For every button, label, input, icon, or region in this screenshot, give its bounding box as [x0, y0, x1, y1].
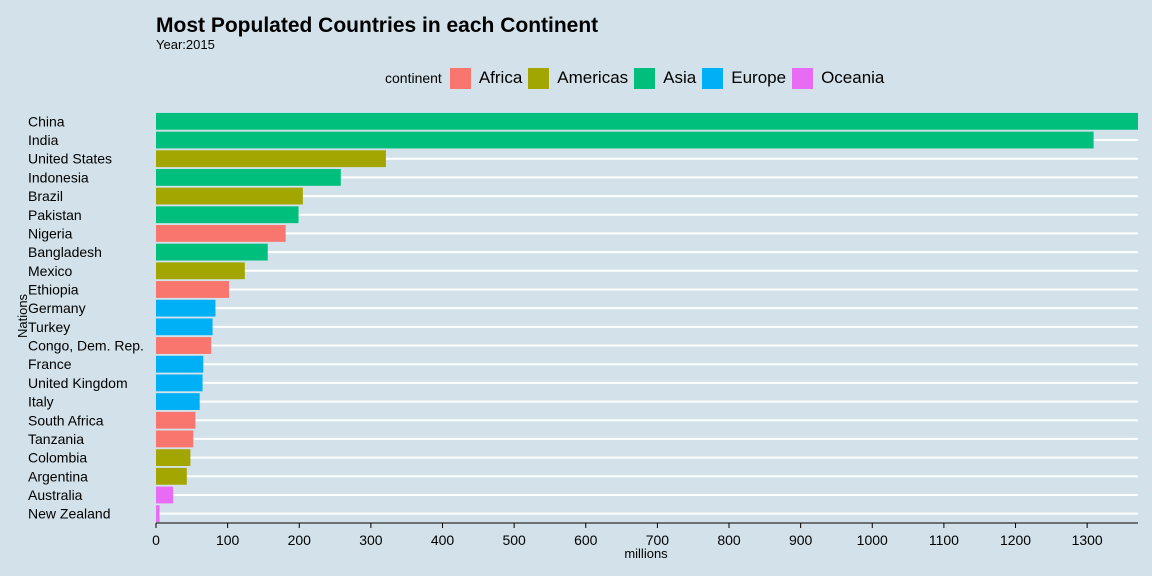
bar-nigeria	[156, 225, 286, 242]
bar-indonesia	[156, 168, 341, 186]
legend-swatch-oceania	[792, 67, 814, 89]
bar-mexico	[156, 262, 245, 280]
legend: continent Africa Americas Asia Europe Oc…	[385, 66, 890, 90]
legend-swatch-africa	[449, 67, 471, 89]
y-tick-label: India	[28, 132, 59, 148]
y-tick-label: South Africa	[28, 412, 104, 428]
y-tick-label: France	[28, 356, 72, 372]
x-tick-label: 700	[646, 532, 670, 548]
x-tick-label: 1200	[1000, 532, 1031, 548]
x-tick-label: 500	[502, 532, 526, 548]
bar-france	[156, 355, 204, 373]
x-tick-label: 0	[152, 532, 160, 548]
legend-item-europe: Europe	[702, 67, 787, 89]
bar-china	[156, 112, 1138, 130]
y-tick-label: United Kingdom	[28, 375, 128, 391]
y-tick-label: New Zealand	[28, 506, 111, 522]
bar-india	[156, 131, 1094, 149]
x-tick-label: 600	[574, 532, 598, 548]
y-tick-label: China	[28, 113, 65, 129]
y-tick-label: Argentina	[28, 468, 88, 484]
bar-south-africa	[156, 411, 196, 429]
bar-turkey	[156, 318, 213, 336]
legend-item-oceania: Oceania	[792, 67, 885, 89]
chart-subtitle: Year:2015	[156, 37, 215, 52]
x-axis: 0 100 200 300 400 500 600 700 800 900 1000 1100 1200…	[152, 522, 1138, 548]
y-tick-label: United States	[28, 151, 112, 167]
legend-swatch-americas	[528, 67, 550, 89]
bar-new-zealand	[156, 505, 160, 523]
bar-italy	[156, 393, 200, 410]
y-tick-label: Tanzania	[28, 431, 84, 447]
legend-label-europe: Europe	[731, 68, 787, 87]
legend-title: continent	[385, 70, 442, 86]
legend-swatch-europe	[702, 67, 724, 89]
y-tick-label: Mexico	[28, 263, 73, 279]
bars	[156, 112, 1138, 523]
bar-brazil	[156, 187, 303, 205]
legend-label-americas: Americas	[557, 68, 629, 87]
x-tick-label: 800	[717, 532, 741, 548]
legend-item-asia: Asia	[634, 67, 697, 89]
x-tick-label: 1100	[929, 532, 959, 548]
y-axis-label: Nations	[15, 293, 30, 338]
bar-germany	[156, 299, 216, 317]
y-tick-label: Australia	[28, 487, 83, 503]
bar-united-states	[156, 150, 386, 168]
y-tick-label: Colombia	[28, 450, 87, 466]
legend-label-asia: Asia	[663, 68, 697, 87]
chart-title: Most Populated Countries in each Contine…	[156, 14, 599, 37]
y-tick-label: Indonesia	[28, 169, 89, 185]
y-tick-label: Ethiopia	[28, 281, 79, 297]
y-tick-labels: China India United States Indonesia Brazil Pa…	[28, 113, 144, 521]
x-tick-label: 400	[431, 532, 455, 548]
legend-label-africa: Africa	[478, 68, 523, 87]
legend-label-oceania: Oceania	[821, 68, 885, 87]
y-tick-label: Turkey	[28, 319, 70, 335]
bar-congo-dem-rep	[156, 337, 212, 354]
bar-colombia	[156, 449, 191, 467]
bar-pakistan	[156, 206, 299, 224]
x-tick-label: 300	[359, 532, 383, 548]
legend-swatch-asia	[634, 67, 656, 89]
bar-united-kingdom	[156, 374, 203, 392]
legend-item-americas: Americas	[528, 67, 629, 89]
x-tick-label: 1300	[1072, 532, 1103, 548]
y-tick-label: Bangladesh	[28, 244, 102, 260]
y-tick-label: Italy	[28, 394, 54, 410]
x-axis-label: millions	[624, 546, 668, 561]
bar-bangladesh	[156, 243, 268, 261]
bar-argentina	[156, 467, 187, 485]
bar-australia	[156, 486, 174, 504]
legend-item-africa: Africa	[449, 67, 523, 89]
x-tick-label: 200	[288, 532, 312, 548]
y-tick-label: Nigeria	[28, 225, 73, 241]
x-tick-label: 100	[216, 532, 240, 548]
x-tick-label: 900	[789, 532, 813, 548]
y-tick-label: Congo, Dem. Rep.	[28, 338, 144, 354]
y-tick-label: Germany	[28, 300, 86, 316]
bar-tanzania	[156, 430, 194, 448]
bar-ethiopia	[156, 281, 230, 298]
x-tick-label: 1000	[857, 532, 888, 548]
y-tick-label: Brazil	[28, 188, 63, 204]
y-tick-label: Pakistan	[28, 207, 82, 223]
